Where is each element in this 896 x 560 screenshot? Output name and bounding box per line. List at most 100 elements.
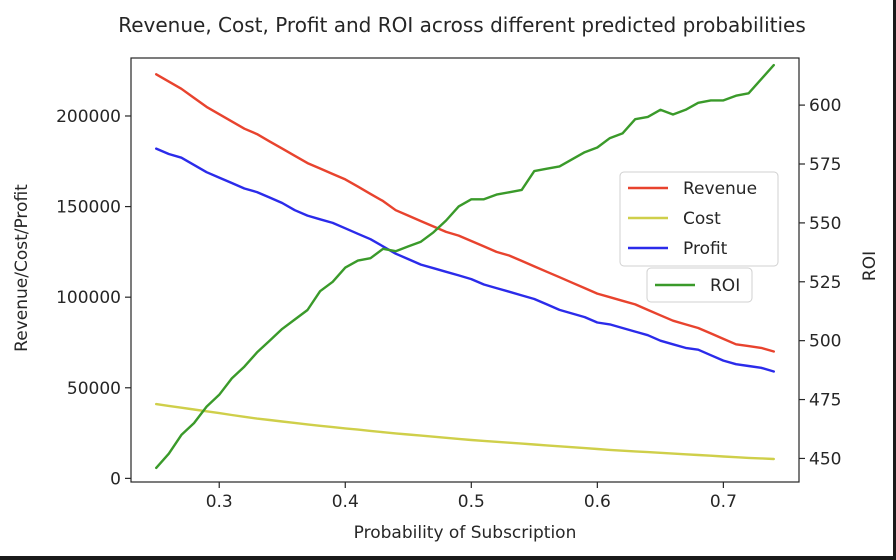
- series-layer: [154, 63, 775, 470]
- data-point-revenue: [420, 221, 421, 222]
- data-point-cost: [521, 443, 522, 444]
- data-point-profit: [383, 246, 384, 247]
- series-line-revenue: [154, 73, 775, 353]
- data-point-roi: [609, 138, 610, 139]
- data-point-roi: [446, 220, 447, 221]
- data-point-cost: [446, 437, 447, 438]
- data-point-roi: [572, 159, 573, 160]
- x-tick-label: 0.4: [332, 492, 359, 512]
- data-point-cost: [735, 457, 736, 458]
- data-point-roi: [647, 116, 648, 117]
- data-point-cost: [294, 422, 295, 423]
- data-point-revenue: [395, 210, 396, 211]
- data-point-roi: [256, 352, 257, 353]
- y-left-tick-label: 0: [110, 469, 121, 489]
- data-point-cost: [307, 424, 308, 425]
- data-point-roi: [219, 394, 220, 395]
- legend-right-box: [646, 267, 753, 303]
- data-point-cost: [244, 416, 245, 417]
- data-point-revenue: [244, 128, 245, 129]
- data-point-revenue: [672, 320, 673, 321]
- data-point-revenue: [458, 235, 459, 236]
- data-point-cost: [206, 411, 207, 412]
- data-point-cost: [685, 454, 686, 455]
- data-point-revenue: [294, 155, 295, 156]
- data-point-cost: [698, 454, 699, 455]
- data-point-revenue: [572, 282, 573, 283]
- data-point-profit: [597, 322, 598, 323]
- data-point-roi: [395, 251, 396, 252]
- data-point-cost: [370, 430, 371, 431]
- data-point-roi: [471, 199, 472, 200]
- data-point-roi: [710, 100, 711, 101]
- data-point-profit: [244, 188, 245, 189]
- data-point-cost: [572, 447, 573, 448]
- data-point-revenue: [206, 106, 207, 107]
- data-point-profit: [559, 309, 560, 310]
- data-point-cost: [597, 448, 598, 449]
- data-point-cost: [320, 425, 321, 426]
- data-point-cost: [156, 404, 157, 405]
- x-tick-label: 0.3: [206, 492, 233, 512]
- data-point-profit: [193, 164, 194, 165]
- data-point-cost: [660, 452, 661, 453]
- data-point-roi: [458, 206, 459, 207]
- data-point-roi: [584, 152, 585, 153]
- legend-label-profit: Profit: [683, 239, 728, 259]
- data-point-cost: [168, 405, 169, 406]
- data-point-revenue: [156, 74, 157, 75]
- data-point-cost: [219, 413, 220, 414]
- data-point-cost: [748, 457, 749, 458]
- data-point-revenue: [433, 226, 434, 227]
- y-right-tick-label: 475: [809, 391, 841, 411]
- data-point-roi: [320, 291, 321, 292]
- data-point-roi: [735, 95, 736, 96]
- data-point-revenue: [597, 293, 598, 294]
- data-point-revenue: [723, 338, 724, 339]
- data-point-roi: [383, 248, 384, 249]
- data-point-profit: [647, 335, 648, 336]
- data-point-roi: [597, 147, 598, 148]
- data-point-profit: [307, 215, 308, 216]
- data-point-profit: [685, 347, 686, 348]
- data-point-cost: [723, 456, 724, 457]
- data-point-profit: [471, 279, 472, 280]
- data-point-cost: [647, 452, 648, 453]
- data-point-roi: [622, 133, 623, 134]
- data-point-cost: [181, 407, 182, 408]
- data-point-revenue: [496, 251, 497, 252]
- x-tick-label: 0.5: [458, 492, 485, 512]
- data-point-profit: [572, 313, 573, 314]
- data-point-cost: [269, 419, 270, 420]
- data-point-revenue: [471, 240, 472, 241]
- data-point-profit: [168, 153, 169, 154]
- data-point-revenue: [647, 309, 648, 310]
- data-point-roi: [685, 109, 686, 110]
- data-point-roi: [269, 340, 270, 341]
- data-point-roi: [206, 406, 207, 407]
- data-point-cost: [395, 433, 396, 434]
- data-point-roi: [433, 232, 434, 233]
- data-point-profit: [219, 177, 220, 178]
- data-point-profit: [761, 367, 762, 368]
- data-point-roi: [761, 79, 762, 80]
- y-right-tick-label: 550: [809, 214, 841, 234]
- x-tick-label: 0.6: [584, 492, 611, 512]
- data-point-cost: [458, 438, 459, 439]
- data-point-profit: [433, 268, 434, 269]
- data-point-profit: [320, 219, 321, 220]
- data-point-profit: [723, 360, 724, 361]
- data-point-cost: [761, 458, 762, 459]
- y-left-tick-label: 150000: [56, 198, 121, 218]
- legend-right: ROI: [646, 267, 753, 303]
- data-point-profit: [458, 275, 459, 276]
- data-point-profit: [282, 202, 283, 203]
- data-point-cost: [496, 441, 497, 442]
- legend-label-revenue: Revenue: [683, 179, 757, 199]
- data-point-profit: [672, 344, 673, 345]
- x-axis-label: Probability of Subscription: [354, 523, 577, 543]
- legend-left: Revenue Cost Profit: [619, 171, 779, 267]
- data-point-revenue: [584, 288, 585, 289]
